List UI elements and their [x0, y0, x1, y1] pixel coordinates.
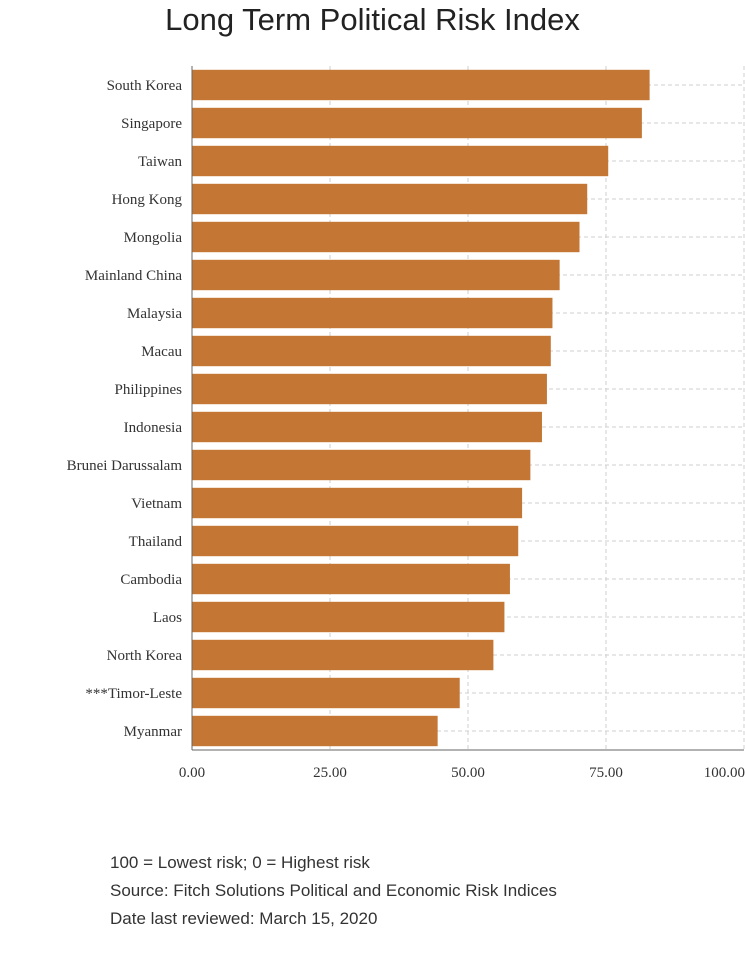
category-label: South Korea — [107, 78, 183, 94]
bar — [192, 145, 609, 177]
bar — [192, 563, 510, 595]
bar — [192, 639, 494, 671]
chart-notes: 100 = Lowest risk; 0 = Highest risk Sour… — [110, 849, 557, 933]
date-reviewed-note: Date last reviewed: March 15, 2020 — [110, 909, 378, 928]
x-tick-label: 0.00 — [179, 765, 205, 781]
category-label: Vietnam — [131, 496, 182, 512]
category-label: Macau — [141, 344, 182, 360]
bar — [192, 715, 438, 747]
axes — [191, 66, 744, 751]
bar — [192, 373, 547, 405]
source-note: Source: Fitch Solutions Political and Ec… — [110, 881, 557, 900]
category-label: Myanmar — [124, 724, 182, 740]
chart-title: Long Term Political Risk Index — [165, 2, 580, 37]
bar — [192, 449, 531, 481]
category-label: Hong Kong — [112, 192, 183, 208]
x-tick-label: 50.00 — [451, 765, 485, 781]
bar — [192, 183, 588, 215]
bar — [192, 601, 505, 633]
bar — [192, 677, 460, 709]
category-label: Singapore — [121, 116, 182, 132]
bar — [192, 487, 523, 519]
bar — [192, 69, 650, 101]
bar — [192, 259, 560, 291]
category-label: Cambodia — [120, 572, 182, 588]
category-label: Mongolia — [124, 230, 183, 246]
x-tick-label: 100.00 — [704, 765, 745, 781]
category-label: Taiwan — [138, 154, 182, 170]
bar — [192, 107, 642, 139]
category-label: Thailand — [129, 534, 183, 550]
bar-chart: South Korea Singapore Taiwan Hong Kong Mongo… — [67, 66, 745, 781]
bar — [192, 411, 542, 443]
x-tick-label: 25.00 — [313, 765, 347, 781]
bars — [192, 69, 650, 747]
category-label: Laos — [153, 610, 182, 626]
bar — [192, 297, 553, 329]
bar — [192, 221, 580, 253]
category-label: Philippines — [114, 382, 182, 398]
category-label: Indonesia — [124, 420, 183, 436]
scale-note: 100 = Lowest risk; 0 = Highest risk — [110, 853, 370, 872]
category-label: Brunei Darussalam — [67, 458, 183, 474]
x-tick-labels: 0.00 25.00 50.00 75.00 100.00 — [179, 765, 745, 781]
category-label: Mainland China — [85, 268, 182, 284]
category-labels: South Korea Singapore Taiwan Hong Kong Mongo… — [67, 78, 183, 740]
category-label: North Korea — [107, 648, 183, 664]
category-label: Malaysia — [127, 306, 182, 322]
category-label: ***Timor-Leste — [85, 686, 182, 702]
bar — [192, 525, 519, 557]
bar — [192, 335, 551, 367]
x-tick-label: 75.00 — [589, 765, 623, 781]
